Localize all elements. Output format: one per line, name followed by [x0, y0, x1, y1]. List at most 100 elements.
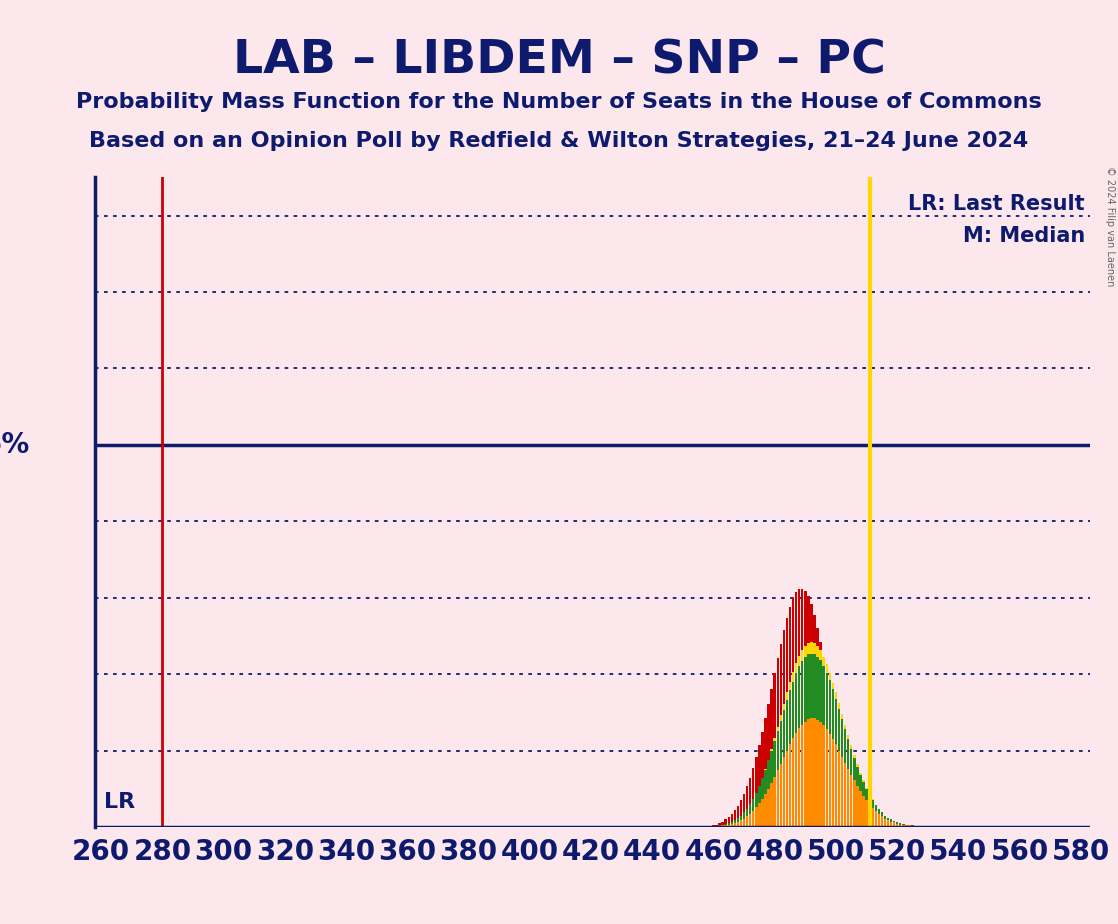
Bar [837, 703, 841, 827]
Bar [813, 654, 816, 827]
Bar [770, 688, 773, 827]
Bar [779, 644, 783, 827]
Bar [767, 704, 770, 827]
Bar [847, 779, 850, 827]
Bar [807, 719, 809, 827]
Bar [765, 769, 767, 827]
Bar [865, 788, 868, 827]
Bar [765, 794, 767, 827]
Bar [767, 760, 770, 827]
Bar [856, 785, 859, 827]
Bar [758, 803, 760, 827]
Bar [869, 804, 871, 827]
Bar [874, 811, 877, 827]
Bar [777, 770, 779, 827]
Bar [835, 699, 837, 827]
Bar [825, 664, 828, 827]
Bar [887, 818, 889, 827]
Bar [856, 803, 859, 827]
Bar [719, 823, 721, 827]
Bar [783, 630, 785, 827]
Bar [749, 805, 751, 827]
Bar [811, 642, 813, 827]
Bar [813, 719, 816, 827]
Bar [832, 708, 834, 827]
Bar [869, 794, 871, 827]
Bar [874, 805, 877, 827]
Bar [828, 734, 831, 827]
Bar [819, 642, 822, 827]
Bar [731, 824, 733, 827]
Bar [883, 819, 887, 827]
Bar [837, 709, 841, 827]
Bar [844, 767, 846, 827]
Bar [850, 746, 852, 827]
Bar [733, 823, 736, 827]
Bar [902, 825, 904, 827]
Bar [737, 821, 739, 827]
Bar [841, 719, 843, 827]
Bar [899, 823, 901, 827]
Bar [899, 824, 901, 827]
Bar [755, 758, 758, 827]
Bar [832, 688, 834, 827]
Bar [786, 700, 788, 827]
Bar [850, 775, 852, 827]
Bar [853, 796, 855, 827]
Bar [752, 799, 755, 827]
Bar [828, 680, 831, 827]
Bar [800, 650, 804, 827]
Bar [906, 825, 908, 827]
Bar [865, 800, 868, 827]
Bar [716, 825, 718, 827]
Bar [731, 814, 733, 827]
Bar [813, 614, 816, 827]
Bar [856, 764, 859, 827]
Bar [800, 589, 804, 827]
Bar [887, 825, 889, 827]
Bar [804, 590, 806, 827]
Bar [779, 715, 783, 827]
Bar [881, 825, 883, 827]
Bar [758, 785, 760, 827]
Bar [862, 782, 864, 827]
Bar [798, 666, 800, 827]
Bar [828, 691, 831, 827]
Bar [823, 665, 825, 827]
Bar [721, 825, 723, 827]
Bar [844, 729, 846, 827]
Bar [860, 772, 862, 827]
Bar [728, 823, 730, 827]
Bar [721, 825, 723, 827]
Bar [813, 643, 816, 827]
Bar [742, 812, 746, 827]
Bar [860, 775, 862, 827]
Bar [911, 825, 913, 827]
Bar [874, 805, 877, 827]
Bar [811, 719, 813, 827]
Bar [811, 653, 813, 827]
Bar [758, 785, 760, 827]
Bar [860, 808, 862, 827]
Bar [737, 806, 739, 827]
Bar [869, 820, 871, 827]
Bar [719, 825, 721, 827]
Bar [770, 749, 773, 827]
Bar [878, 824, 880, 827]
Text: LR: Last Result: LR: Last Result [909, 194, 1086, 213]
Bar [770, 783, 773, 827]
Bar [792, 599, 794, 827]
Bar [737, 818, 739, 827]
Bar [807, 643, 809, 827]
Bar [869, 795, 871, 827]
Bar [893, 821, 896, 827]
Bar [899, 825, 901, 827]
Text: LR: LR [104, 792, 135, 811]
Bar [841, 714, 843, 827]
Bar [804, 722, 806, 827]
Bar [783, 710, 785, 827]
Bar [783, 757, 785, 827]
Bar [883, 816, 887, 827]
Bar [807, 596, 809, 827]
Bar [731, 821, 733, 827]
